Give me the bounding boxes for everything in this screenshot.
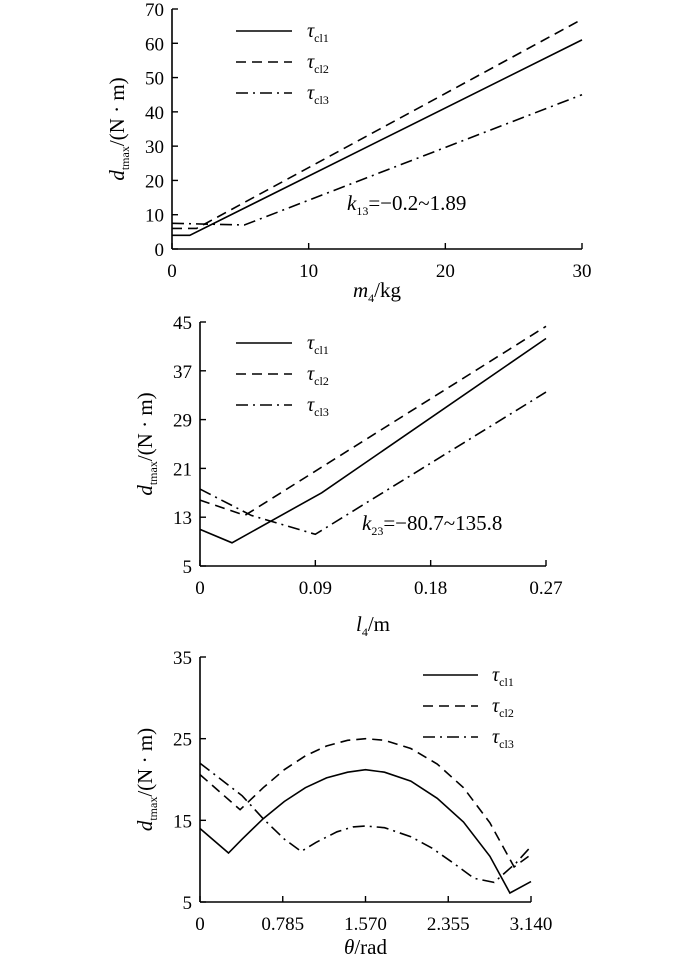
- legend-entry: τcl1: [492, 664, 514, 689]
- parameter-range-annotation: k13=−0.2~1.89: [347, 191, 466, 218]
- legend-entry: τcl1: [307, 332, 329, 357]
- x-axis-label: θ/rad: [344, 935, 387, 959]
- x-tick-label: 0: [195, 578, 205, 599]
- series-line-solid: [199, 768, 532, 895]
- x-tick-label: 20: [436, 261, 455, 282]
- x-tick-label: 0: [167, 261, 177, 282]
- chart-panel-1: 0 10 20 30 40 50 60 70 0 10 20 30 τcl1 τcl2 τcl3 k13=−0…: [105, 0, 592, 305]
- x-tick-label: 2.355: [427, 914, 470, 935]
- y-tick-label: 0: [155, 240, 165, 261]
- x-tick-label: 1.570: [344, 914, 387, 935]
- y-tick-label: 13: [173, 508, 192, 529]
- legend: τcl1 τcl2 τcl3: [236, 20, 329, 107]
- legend-entry: τcl3: [307, 394, 329, 419]
- y-tick-label: 21: [173, 459, 192, 480]
- x-tick-label: 30: [573, 261, 592, 282]
- series-line-dashdot: [199, 762, 532, 884]
- y-tick-label: 10: [145, 206, 164, 227]
- x-tick-label: 0.785: [261, 914, 304, 935]
- legend-entry: τcl1: [307, 20, 329, 45]
- parameter-range-annotation: k23=−80.7~135.8: [362, 511, 502, 538]
- x-tick-label: 0.09: [299, 578, 332, 599]
- series-line-dashdot: [199, 391, 547, 536]
- x-tick-label: 10: [299, 261, 318, 282]
- series-line-solid: [172, 39, 583, 237]
- x-axis-label: m4/kg: [353, 278, 402, 305]
- chart-panel-3: 5 15 25 35 0 0.785 1.570 2.355 3.140 τcl1 τcl2 τcl3…: [133, 648, 552, 959]
- y-tick-label: 40: [145, 103, 164, 124]
- series-line-dashdot: [171, 93, 583, 226]
- legend-entry: τcl2: [307, 51, 329, 76]
- y-tick-label: 30: [145, 137, 164, 158]
- y-tick-label: 45: [173, 313, 192, 334]
- y-tick-label: 29: [173, 411, 192, 432]
- y-tick-label: 5: [183, 893, 193, 914]
- legend: τcl1 τcl2 τcl3: [236, 332, 329, 419]
- chart-panel-2: 5 13 21 29 37 45 0 0.09 0.18 0.27 τcl1 τcl2 τcl3 k23=…: [133, 313, 563, 639]
- legend-entry: τcl3: [492, 726, 514, 751]
- y-tick-label: 25: [173, 730, 192, 751]
- y-axis-label: dtmax/(N · m): [105, 77, 132, 180]
- x-tick-label: 0.27: [529, 578, 562, 599]
- y-tick-label: 60: [145, 34, 164, 55]
- y-tick-label: 20: [145, 171, 164, 192]
- legend-entry: τcl3: [307, 82, 329, 107]
- x-tick-label: 0.18: [414, 578, 447, 599]
- y-tick-label: 37: [173, 362, 192, 383]
- x-tick-label: 3.140: [510, 914, 553, 935]
- legend-entry: τcl2: [307, 363, 329, 388]
- y-tick-label: 15: [173, 811, 192, 832]
- series-line-dashed: [172, 18, 583, 230]
- series-line-dashed: [199, 325, 547, 517]
- x-tick-label: 0: [195, 914, 205, 935]
- series-line-solid: [199, 337, 547, 544]
- y-tick-label: 50: [145, 69, 164, 90]
- y-tick-label: 35: [173, 648, 192, 669]
- series-line-dashed: [199, 737, 532, 869]
- y-axis-label: dtmax/(N · m): [133, 392, 160, 495]
- y-tick-label: 5: [183, 557, 193, 578]
- legend-entry: τcl2: [492, 695, 514, 720]
- y-tick-label: 70: [145, 0, 164, 21]
- legend: τcl1 τcl2 τcl3: [423, 664, 514, 751]
- x-axis-label: l4/m: [356, 612, 390, 639]
- y-axis-label: dtmax/(N · m): [133, 728, 160, 831]
